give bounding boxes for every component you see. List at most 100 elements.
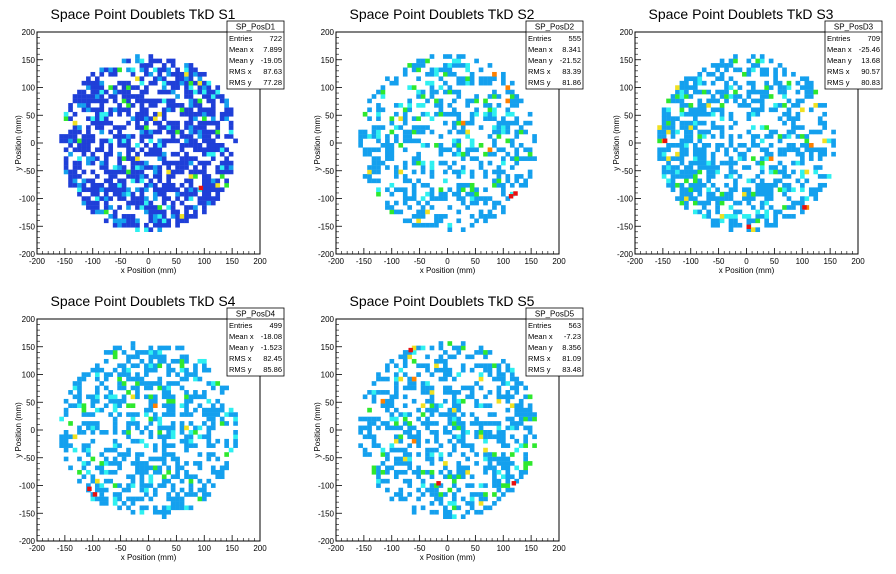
bin-cell bbox=[411, 385, 417, 391]
bin-cell bbox=[130, 438, 136, 444]
bin-cell bbox=[746, 187, 752, 193]
bin-cell bbox=[86, 483, 91, 488]
bin-cell bbox=[103, 501, 109, 506]
bin-cell bbox=[77, 456, 82, 462]
bin-cell bbox=[737, 222, 743, 228]
bin-cell bbox=[786, 187, 792, 193]
bin-cell bbox=[188, 205, 194, 210]
bin-cell bbox=[175, 209, 180, 215]
bin-cell bbox=[429, 85, 435, 90]
bin-cell bbox=[157, 434, 163, 440]
bin-cell bbox=[777, 85, 783, 90]
bin-cell bbox=[376, 187, 381, 193]
bin-cell bbox=[469, 501, 475, 506]
bin-cell bbox=[170, 501, 176, 506]
bin-cell bbox=[501, 120, 506, 126]
bin-cell bbox=[724, 151, 729, 157]
bin-cell bbox=[800, 174, 805, 179]
bin-cell bbox=[501, 116, 506, 121]
bin-cell bbox=[808, 85, 814, 90]
bin-cell bbox=[514, 94, 520, 99]
bin-cell bbox=[117, 505, 122, 511]
bin-cell bbox=[420, 381, 426, 386]
bin-cell bbox=[161, 483, 167, 488]
bin-cell bbox=[393, 434, 399, 440]
bin-cell bbox=[402, 120, 408, 126]
bin-cell bbox=[438, 191, 444, 197]
bin-cell bbox=[144, 492, 149, 497]
stats-value: 87.63 bbox=[263, 67, 282, 76]
bin-cell bbox=[94, 496, 100, 502]
bin-cell bbox=[152, 403, 158, 408]
bin-cell bbox=[509, 156, 515, 161]
y-tick-label: 100 bbox=[22, 371, 36, 380]
bin-cell bbox=[746, 214, 752, 219]
bin-cell bbox=[416, 200, 421, 206]
bin-cell bbox=[737, 200, 743, 206]
bin-cell bbox=[152, 76, 158, 82]
bin-cell bbox=[804, 205, 810, 210]
bin-cell bbox=[532, 134, 537, 139]
bin-cell bbox=[130, 85, 136, 90]
bin-cell bbox=[197, 403, 203, 408]
x-tick-label: 150 bbox=[823, 257, 837, 266]
bin-cell bbox=[710, 98, 716, 104]
x-tick-label: 50 bbox=[471, 544, 480, 553]
bin-cell bbox=[416, 156, 421, 161]
bin-cell bbox=[425, 222, 430, 228]
bin-cell bbox=[126, 430, 131, 435]
bin-cell bbox=[210, 421, 216, 426]
bin-cell bbox=[228, 111, 234, 117]
bin-cell bbox=[358, 443, 363, 448]
bin-cell bbox=[139, 138, 145, 144]
bin-cell bbox=[509, 461, 515, 466]
bin-cell bbox=[501, 456, 506, 462]
bin-cell bbox=[126, 156, 131, 161]
bin-cell bbox=[380, 125, 386, 130]
bin-cell bbox=[759, 147, 765, 153]
bin-cell bbox=[684, 76, 689, 82]
bin-cell bbox=[385, 376, 390, 382]
bin-cell bbox=[179, 191, 185, 197]
x-axis-label: x Position (mm) bbox=[121, 266, 177, 275]
bin-cell bbox=[94, 111, 100, 117]
bin-cell bbox=[728, 165, 734, 170]
bin-cell bbox=[94, 80, 100, 86]
bin-cell bbox=[402, 165, 408, 170]
bin-cell bbox=[152, 487, 158, 493]
bin-cell bbox=[666, 169, 671, 175]
bin-cell bbox=[768, 151, 774, 157]
bin-cell bbox=[112, 71, 118, 77]
bin-cell bbox=[152, 165, 158, 170]
bin-cell bbox=[407, 465, 413, 471]
bin-cell bbox=[166, 372, 171, 377]
bin-cell bbox=[376, 111, 381, 117]
bin-cell bbox=[527, 407, 533, 413]
bin-cell bbox=[675, 196, 680, 201]
bin-cell bbox=[219, 169, 225, 175]
bin-cell bbox=[139, 67, 145, 73]
bin-cell bbox=[148, 98, 154, 104]
bin-cell bbox=[121, 398, 127, 404]
bin-cell bbox=[215, 94, 221, 99]
bin-cell bbox=[184, 120, 189, 126]
bin-cell bbox=[362, 425, 368, 431]
bin-cell bbox=[126, 174, 131, 179]
stats-value: 90.57 bbox=[861, 67, 880, 76]
bin-cell bbox=[411, 358, 417, 364]
bin-cell bbox=[148, 182, 154, 188]
bin-cell bbox=[469, 492, 475, 497]
bin-cell bbox=[202, 421, 207, 426]
bin-cell bbox=[86, 125, 91, 130]
bin-cell bbox=[514, 151, 520, 157]
bin-cell bbox=[68, 174, 73, 179]
bin-cell bbox=[487, 403, 493, 408]
bin-cell bbox=[402, 129, 408, 135]
bin-cell bbox=[161, 354, 167, 360]
bin-cell bbox=[380, 403, 386, 408]
bin-cell bbox=[483, 354, 488, 360]
bin-cell bbox=[764, 67, 769, 73]
bin-cell bbox=[152, 143, 158, 148]
bin-cell bbox=[657, 129, 662, 135]
bin-cell bbox=[99, 120, 105, 126]
